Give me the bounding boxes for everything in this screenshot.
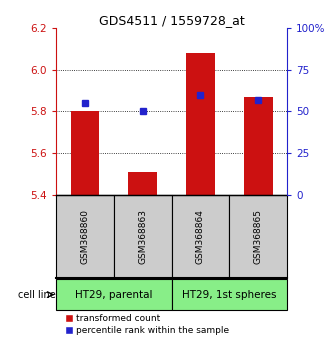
Bar bbox=[56, 195, 114, 278]
Bar bbox=[172, 195, 229, 278]
Bar bbox=[172, 279, 287, 310]
Bar bbox=[71, 112, 99, 195]
Bar bbox=[128, 172, 157, 195]
Bar bbox=[244, 97, 273, 195]
Bar bbox=[114, 195, 172, 278]
Text: GSM368860: GSM368860 bbox=[81, 209, 89, 264]
Bar bbox=[229, 195, 287, 278]
Text: GSM368865: GSM368865 bbox=[254, 209, 263, 264]
Text: HT29, parental: HT29, parental bbox=[75, 290, 152, 299]
Text: GSM368864: GSM368864 bbox=[196, 209, 205, 264]
Bar bbox=[186, 53, 215, 195]
Title: GDS4511 / 1559728_at: GDS4511 / 1559728_at bbox=[99, 14, 245, 27]
Bar bbox=[56, 279, 172, 310]
Legend: transformed count, percentile rank within the sample: transformed count, percentile rank withi… bbox=[65, 314, 229, 335]
Text: GSM368863: GSM368863 bbox=[138, 209, 147, 264]
Text: HT29, 1st spheres: HT29, 1st spheres bbox=[182, 290, 277, 299]
Text: cell line: cell line bbox=[18, 290, 56, 299]
